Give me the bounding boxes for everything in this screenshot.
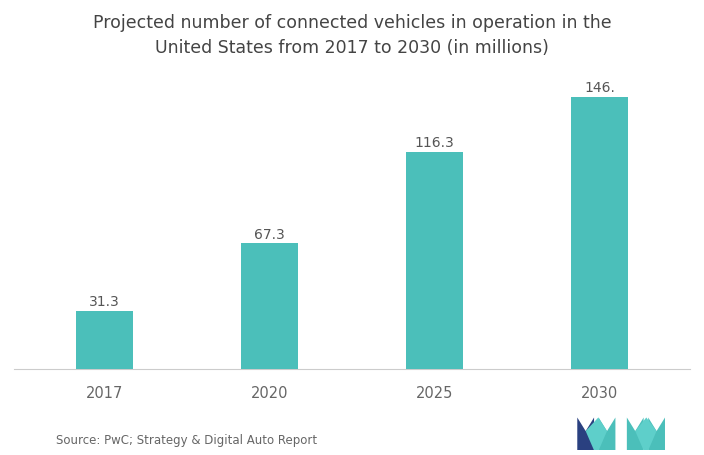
Bar [570,97,628,369]
Text: 31.3: 31.3 [89,294,120,308]
Text: Source: PwC; Strategy & Digital Auto Report: Source: PwC; Strategy & Digital Auto Rep… [56,433,318,446]
Bar [406,152,463,369]
Bar [76,311,134,369]
Text: 116.3: 116.3 [415,136,454,150]
Text: 67.3: 67.3 [254,227,285,241]
Bar [241,244,298,369]
Title: Projected number of connected vehicles in operation in the
United States from 20: Projected number of connected vehicles i… [93,14,611,57]
Text: 146.: 146. [584,81,615,95]
